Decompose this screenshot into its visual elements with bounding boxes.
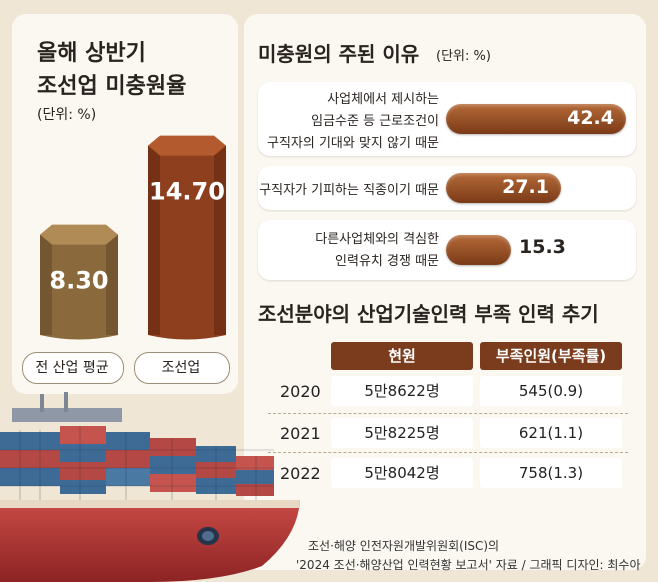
- left-title-line2: 조선업 미충원율: [37, 74, 187, 99]
- bar-2-right-face: [214, 145, 226, 335]
- table-row-divider-2: [268, 452, 628, 453]
- bar-2-left-face: [148, 145, 160, 335]
- reason-3-label-line2: 인력유치 경쟁 때문: [335, 254, 439, 269]
- category-pill-all-industry: [22, 352, 124, 384]
- reason-1-label-line1: 사업체에서 제시하는: [327, 92, 439, 107]
- reason-3-bar: [446, 235, 511, 265]
- category-label-shipbuilding: 조선업: [161, 360, 201, 376]
- table-row-2022-shortage: 758(1.3): [480, 458, 622, 488]
- bar-2: [148, 145, 226, 340]
- table-row-2020-current: 5만8622명: [331, 376, 473, 406]
- reason-1-bar: 42.4: [446, 104, 626, 134]
- reason-2-bar: 27.1: [446, 173, 561, 203]
- reason-2-value: 27.1: [502, 176, 549, 198]
- reasons-title: 미충원의 주된 이유: [258, 42, 420, 66]
- category-label-all-industry: 전 산업 평균: [35, 360, 109, 376]
- source-line1: 조선·해양 인전자원개발위원회(ISC)의: [308, 539, 500, 553]
- left-title-line1: 올해 상반기: [37, 41, 146, 66]
- reason-1-label-line2: 임금수준 등 근로조건이: [311, 114, 439, 129]
- reasons-unit: (단위: %): [436, 49, 491, 64]
- bar-2-value-label: 14.70: [149, 178, 225, 206]
- table-row-2022-year: 2022: [280, 464, 321, 483]
- table-row-2021-year: 2021: [280, 424, 321, 443]
- table-row-2021-current: 5만8225명: [331, 418, 473, 448]
- bar-1-right-face: [106, 234, 118, 335]
- reason-3-label-line1: 다른사업체와의 격심한: [315, 232, 439, 247]
- reason-1-label-line3: 구직자의 기대와 맞지 않기 때문: [266, 136, 439, 151]
- table-row-2020-year: 2020: [280, 382, 321, 401]
- table-row-2021-shortage: 621(1.1): [480, 418, 622, 448]
- reason-1-value: 42.4: [567, 107, 614, 129]
- bar-1-value-label: 8.30: [49, 267, 108, 295]
- table-title: 조선분야의 산업기술인력 부족 인력 추기: [258, 302, 599, 326]
- reason-3-value: 15.3: [519, 236, 566, 258]
- table-row-2020-shortage: 545(0.9): [480, 376, 622, 406]
- table-row-divider-1: [268, 413, 628, 414]
- table-row-2022-current: 5만8042명: [331, 458, 473, 488]
- table-header-shortage: 부족인원(부족률): [480, 342, 622, 370]
- category-pill-shipbuilding: [134, 352, 230, 384]
- bar-2-top-face: [148, 135, 226, 156]
- bar-1-top-face: [40, 224, 118, 245]
- source-line2: '2024 조선·해양산업 인력현황 보고서' 자료 / 그래픽 디자인: 최수…: [296, 558, 641, 572]
- left-unit: (단위: %): [37, 107, 97, 123]
- bar-1-left-face: [40, 234, 52, 335]
- table-header-current: 현원: [331, 342, 473, 370]
- bar-1: [40, 234, 118, 340]
- reason-2-label-line1: 구직자가 기피하는 직종이기 때문: [259, 183, 439, 198]
- fill-rate-chart: 8.30 14.70: [40, 135, 226, 340]
